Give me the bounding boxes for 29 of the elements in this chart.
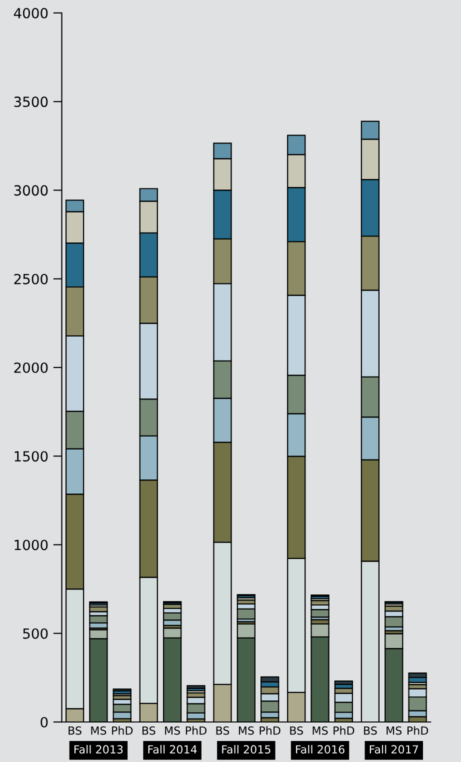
y-tick-label: 1500 (14, 451, 48, 462)
text: Fall 2013 (74, 744, 123, 754)
x-tick-label: BS (216, 726, 230, 735)
x-tick-label: MS (165, 726, 180, 735)
x-tick-label: PhD (334, 726, 354, 735)
y-tick-label: 2000 (14, 362, 48, 373)
text: Fall 2014 (148, 744, 197, 754)
x-tick-label: PhD (260, 726, 280, 735)
x-tick-label: BS (364, 726, 377, 735)
x-tick-label: MS (312, 726, 328, 735)
x-tick-label: MS (91, 726, 106, 735)
text: Fall 2015 (222, 744, 270, 754)
y-tick-label: 0 (40, 716, 48, 728)
y-tick-label: 1000 (14, 540, 48, 550)
y-tick-label: 2500 (14, 274, 48, 284)
text: Fall 2016 (296, 744, 344, 754)
x-tick-label: MS (386, 726, 402, 735)
y-tick-label: 500 (23, 628, 48, 639)
x-tick-label: PhD (186, 726, 206, 735)
x-tick-label: BS (68, 726, 82, 735)
x-tick-label: MS (238, 726, 254, 735)
x-tick-label: PhD (112, 726, 133, 735)
text: Fall 2017 (370, 744, 418, 754)
x-tick-label: PhD (407, 726, 428, 735)
x-tick-label: BS (142, 726, 156, 735)
y-tick-label: 3000 (14, 185, 48, 196)
x-tick-label: BS (290, 726, 303, 735)
y-tick-label: 4000 (14, 8, 48, 18)
y-tick-label: 3500 (14, 96, 48, 108)
